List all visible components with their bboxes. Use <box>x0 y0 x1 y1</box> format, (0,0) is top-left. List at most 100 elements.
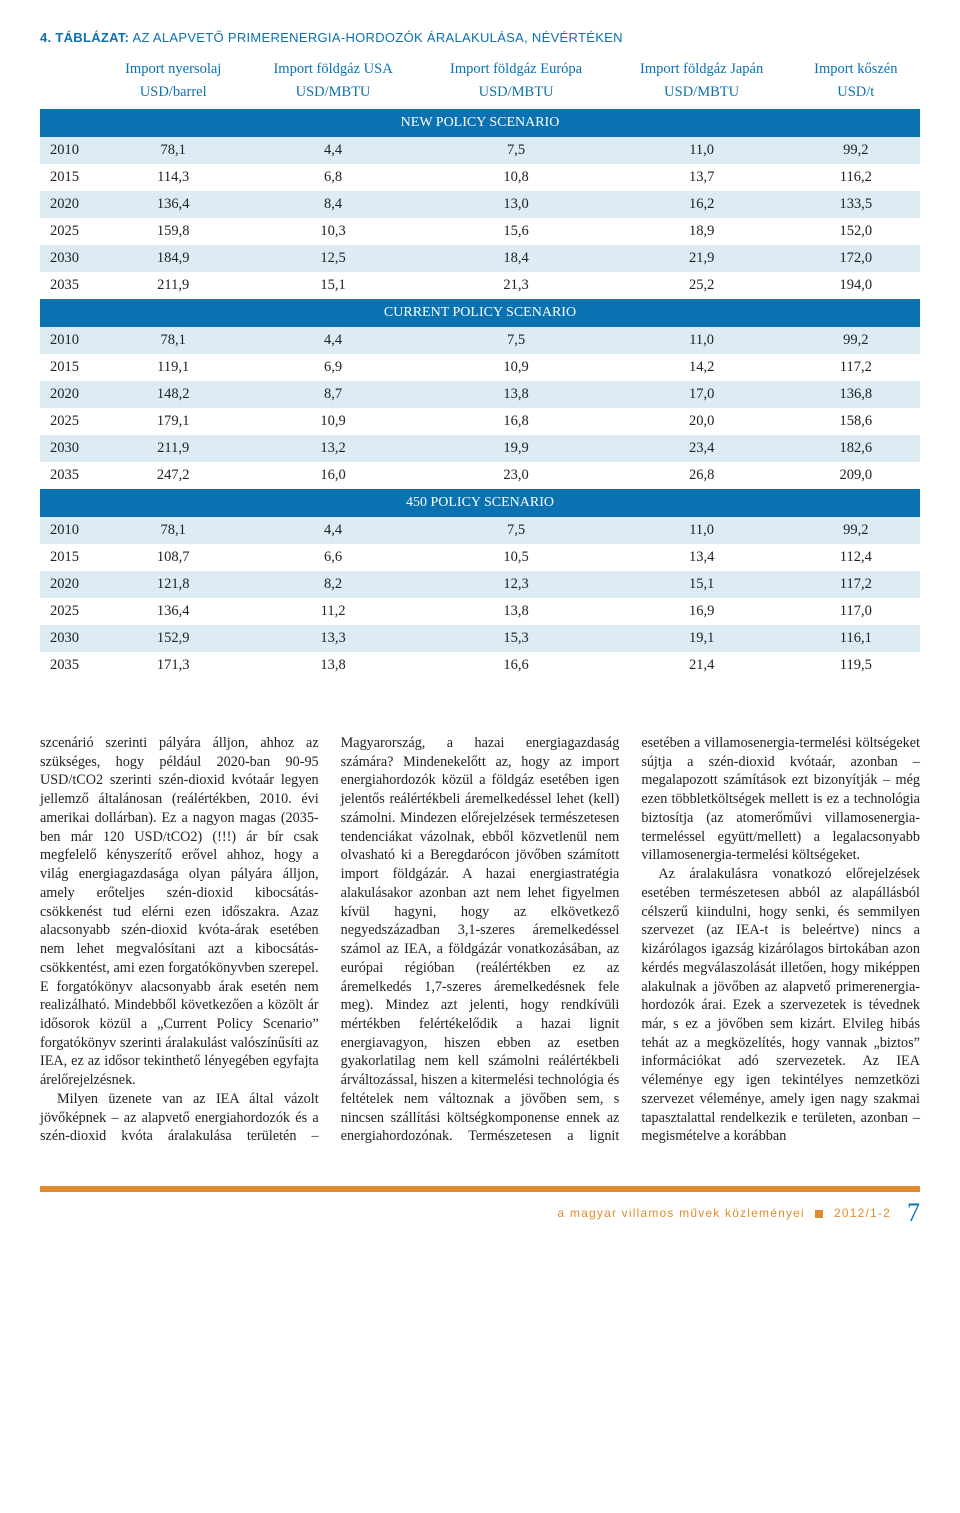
table-cell: 13,3 <box>246 625 421 652</box>
col-header <box>40 55 101 84</box>
table-cell: 182,6 <box>792 435 920 462</box>
table-cell: 6,6 <box>246 544 421 571</box>
body-text: szcenárió szerinti pályára álljon, ahhoz… <box>40 734 920 1146</box>
table-cell: 15,1 <box>246 272 421 299</box>
table-cell: 6,9 <box>246 354 421 381</box>
col-header: Import kőszén <box>792 55 920 84</box>
table-cell: 16,6 <box>420 652 611 679</box>
table-cell: 11,0 <box>612 327 792 354</box>
table-cell: 19,9 <box>420 435 611 462</box>
table-cell: 2035 <box>40 652 101 679</box>
table-cell: 119,1 <box>101 354 246 381</box>
table-cell: 13,7 <box>612 164 792 191</box>
table-cell: 117,2 <box>792 354 920 381</box>
table-row: 2030184,912,518,421,9172,0 <box>40 245 920 272</box>
table-cell: 10,8 <box>420 164 611 191</box>
table-cell: 13,8 <box>420 381 611 408</box>
table-row: 2020121,88,212,315,1117,2 <box>40 571 920 598</box>
table-cell: 21,4 <box>612 652 792 679</box>
para-3: Az áralakulásra vonatkozó előrejelzések … <box>641 865 920 1146</box>
table-cell: 2020 <box>40 381 101 408</box>
caption-rest: AZ ALAPVETŐ PRIMERENERGIA-HORDOZÓK ÁRALA… <box>129 30 623 45</box>
table-row: 2030211,913,219,923,4182,6 <box>40 435 920 462</box>
table-cell: 11,0 <box>612 137 792 164</box>
table-cell: 10,9 <box>246 408 421 435</box>
table-cell: 21,3 <box>420 272 611 299</box>
table-cell: 2025 <box>40 598 101 625</box>
table-cell: 152,9 <box>101 625 246 652</box>
table-cell: 2015 <box>40 544 101 571</box>
table-cell: 7,5 <box>420 137 611 164</box>
table-cell: 211,9 <box>101 435 246 462</box>
table-cell: 158,6 <box>792 408 920 435</box>
table-row: 2015114,36,810,813,7116,2 <box>40 164 920 191</box>
table-cell: 136,8 <box>792 381 920 408</box>
table-row: 2030152,913,315,319,1116,1 <box>40 625 920 652</box>
table-cell: 4,4 <box>246 517 421 544</box>
table-cell: 14,2 <box>612 354 792 381</box>
table-cell: 172,0 <box>792 245 920 272</box>
caption-prefix: 4. TÁBLÁZAT: <box>40 30 129 45</box>
col-unit: USD/MBTU <box>420 84 611 109</box>
table-row: 2015108,76,610,513,4112,4 <box>40 544 920 571</box>
table-cell: 20,0 <box>612 408 792 435</box>
table-cell: 99,2 <box>792 137 920 164</box>
table-cell: 10,5 <box>420 544 611 571</box>
table-cell: 11,0 <box>612 517 792 544</box>
table-row: 2020136,48,413,016,2133,5 <box>40 191 920 218</box>
footer-text: a magyar villamos művek közleményei 2012… <box>558 1206 891 1220</box>
table-cell: 117,0 <box>792 598 920 625</box>
col-header: Import földgáz Európa <box>420 55 611 84</box>
table-cell: 179,1 <box>101 408 246 435</box>
table-cell: 6,8 <box>246 164 421 191</box>
section-header: NEW POLICY SCENARIO <box>40 109 920 137</box>
table-cell: 25,2 <box>612 272 792 299</box>
table-cell: 8,2 <box>246 571 421 598</box>
table-cell: 148,2 <box>101 381 246 408</box>
table-cell: 121,8 <box>101 571 246 598</box>
table-cell: 2030 <box>40 245 101 272</box>
table-cell: 13,8 <box>246 652 421 679</box>
table-cell: 159,8 <box>101 218 246 245</box>
table-cell: 2010 <box>40 327 101 354</box>
table-cell: 8,4 <box>246 191 421 218</box>
table-cell: 21,9 <box>612 245 792 272</box>
table-cell: 2010 <box>40 517 101 544</box>
table-cell: 2020 <box>40 571 101 598</box>
table-cell: 136,4 <box>101 191 246 218</box>
table-cell: 26,8 <box>612 462 792 489</box>
table-cell: 2025 <box>40 218 101 245</box>
table-cell: 78,1 <box>101 517 246 544</box>
table-row: 2025159,810,315,618,9152,0 <box>40 218 920 245</box>
table-cell: 16,0 <box>246 462 421 489</box>
table-cell: 136,4 <box>101 598 246 625</box>
page-footer: a magyar villamos művek közleményei 2012… <box>40 1186 920 1246</box>
table-cell: 2010 <box>40 137 101 164</box>
table-cell: 4,4 <box>246 327 421 354</box>
col-unit <box>40 84 101 109</box>
table-cell: 10,3 <box>246 218 421 245</box>
table-cell: 16,9 <box>612 598 792 625</box>
table-cell: 10,9 <box>420 354 611 381</box>
table-cell: 2030 <box>40 435 101 462</box>
table-cell: 7,5 <box>420 327 611 354</box>
table-row: 2035247,216,023,026,8209,0 <box>40 462 920 489</box>
table-cell: 99,2 <box>792 517 920 544</box>
table-caption: 4. TÁBLÁZAT: AZ ALAPVETŐ PRIMERENERGIA-H… <box>40 30 920 45</box>
table-cell: 119,5 <box>792 652 920 679</box>
page-number: 7 <box>907 1198 920 1228</box>
table-cell: 108,7 <box>101 544 246 571</box>
table-cell: 8,7 <box>246 381 421 408</box>
table-cell: 19,1 <box>612 625 792 652</box>
table-cell: 194,0 <box>792 272 920 299</box>
table-cell: 209,0 <box>792 462 920 489</box>
table-cell: 247,2 <box>101 462 246 489</box>
col-header: Import földgáz USA <box>246 55 421 84</box>
table-cell: 13,2 <box>246 435 421 462</box>
table-row: 201078,14,47,511,099,2 <box>40 517 920 544</box>
table-cell: 15,6 <box>420 218 611 245</box>
table-cell: 23,0 <box>420 462 611 489</box>
table-row: 2025179,110,916,820,0158,6 <box>40 408 920 435</box>
table-cell: 2035 <box>40 462 101 489</box>
table-cell: 16,2 <box>612 191 792 218</box>
